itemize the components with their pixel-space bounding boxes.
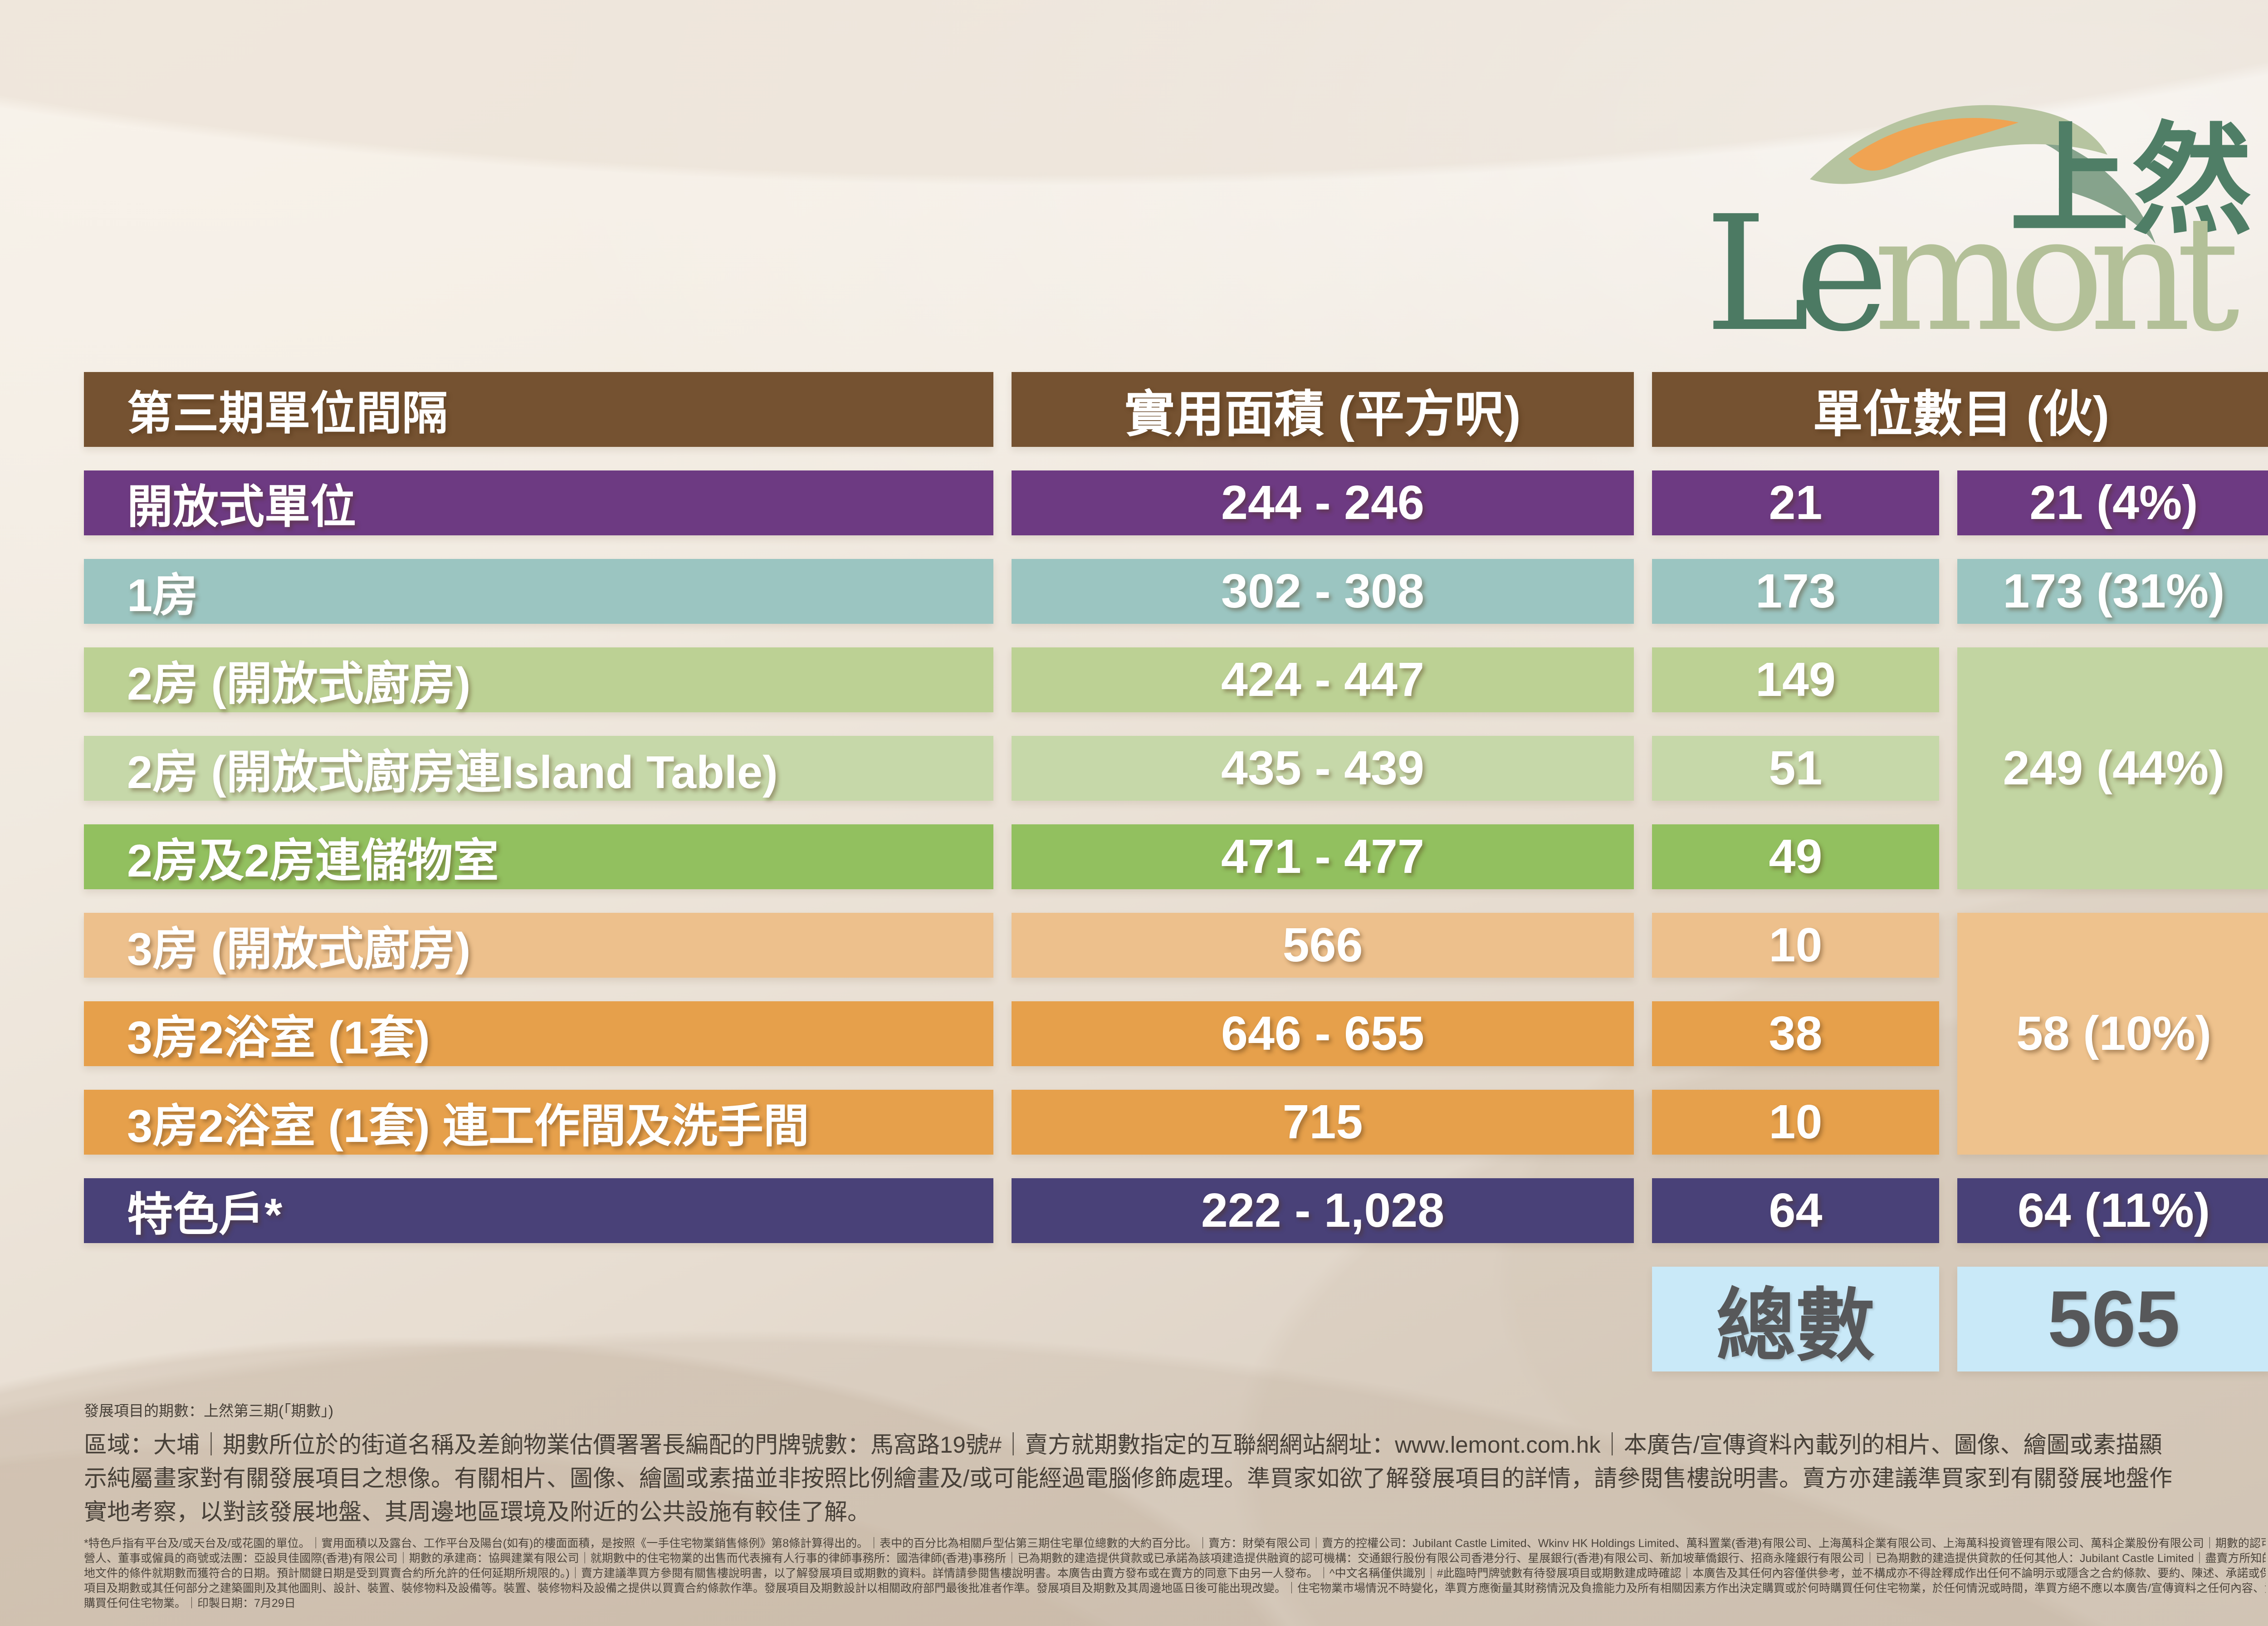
footer-disclaimer-block: 發展項目的期數：上然第三期(「期數」) 區域：大埔｜期數所位於的街道名稱及差餉物… [84,1401,2266,1611]
lemont-logo: 上然 Lemont [1701,64,2263,349]
pct-cell: 21 (4%) [1957,470,2268,535]
disclaimer-line: 示純屬畫家對有關發展項目之想像。有關相片、圖像、繪圖或素描並非按照比例繪畫及/或… [84,1465,2173,1491]
count-cell: 38 [1652,1001,1939,1066]
fine-print-line: *特色戶指有平台及/或天台及/或花園的單位。｜實用面積以及露台、工作平台及陽台(… [84,1537,2266,1550]
area-cell: 424 - 447 [1012,647,1634,712]
total-value-cell: 565 [1957,1267,2268,1371]
row-label-cell: 開放式單位 [84,470,993,535]
lemont-logo-graphic: 上然 Lemont [1705,105,2252,349]
header-saleable-area: 實用面積 (平方呎) [1012,372,1634,447]
area-cell: 302 - 308 [1012,559,1634,624]
row-label-cell: 1房 [84,559,993,624]
count-cell: 51 [1652,736,1939,801]
disclaimer-line: 區域：大埔｜期數所位於的街道名稱及差餉物業估價署署長編配的門牌號數：馬窩路19號… [84,1432,2162,1458]
area-cell: 222 - 1,028 [1012,1178,1634,1243]
swoosh-orange-ribbon [1848,118,2019,171]
area-cell: 471 - 477 [1012,824,1634,889]
row-label-cell: 2房及2房連儲物室 [84,824,993,889]
fine-print-line: 項目及期數或其任何部分之建築圖則及其他圖則、設計、裝置、裝修物料及設備等。裝置、… [84,1582,2266,1595]
fine-print-line: 購買任何住宅物業。｜印製日期：7月29日 [84,1597,296,1610]
row-label-cell: 3房 (開放式廚房) [84,913,993,978]
phase-note: 發展項目的期數：上然第三期(「期數」) [84,1402,333,1419]
count-cell: 149 [1652,647,1939,712]
logo-swoosh [1810,105,2156,244]
area-cell: 566 [1012,913,1634,978]
area-cell: 435 - 439 [1012,736,1634,801]
header-unit-type: 第三期單位間隔 [84,372,993,447]
count-cell: 10 [1652,913,1939,978]
fine-print-line: 營人、董事或僱員的商號或法團：亞設貝佳國際(香港)有限公司｜期數的承建商：協興建… [84,1552,2266,1565]
row-label-cell: 3房2浴室 (1套) 連工作間及洗手間 [84,1090,993,1155]
count-cell: 10 [1652,1090,1939,1155]
area-cell: 715 [1012,1090,1634,1155]
swoosh-tail-ribbon [2000,129,2156,244]
count-cell: 64 [1652,1178,1939,1243]
count-cell: 21 [1652,470,1939,535]
row-label-cell: 3房2浴室 (1套) [84,1001,993,1066]
pct-cell: 64 (11%) [1957,1178,2268,1243]
merged-pct-cell-2bed: 249 (44%) [1957,647,2268,889]
merged-pct-cell-3bed: 58 (10%) [1957,913,2268,1155]
area-cell: 646 - 655 [1012,1001,1634,1066]
unit-mix-table: 第三期單位間隔 實用面積 (平方呎) 單位數目 (伙) 開放式單位 244 - … [84,372,2268,1371]
row-label-cell: 2房 (開放式廚房) [84,647,993,712]
total-label-cell: 總數 [1652,1267,1939,1371]
fine-print-line: 地文件的條件就期數而獲符合的日期。預計關鍵日期是受到買賣合約所允許的任何延期所規… [84,1567,2266,1580]
disclaimer-line: 實地考察，以對該發展地盤、其周邊地區環境及附近的公共設施有較佳了解。 [84,1499,871,1525]
fine-print-block: *特色戶指有平台及/或天台及/或花園的單位。｜實用面積以及露台、工作平台及陽台(… [84,1536,2266,1611]
pct-cell: 173 (31%) [1957,559,2268,624]
area-cell: 244 - 246 [1012,470,1634,535]
row-label-cell: 特色戶* [84,1178,993,1243]
logo-latin-text: Lemont [1705,181,2241,349]
count-cell: 173 [1652,559,1939,624]
row-label-cell: 2房 (開放式廚房連Island Table) [84,736,993,801]
logo-mont: mont [1873,181,2240,349]
logo-le: Le [1705,181,1889,349]
count-cell: 49 [1652,824,1939,889]
header-unit-count: 單位數目 (伙) [1652,372,2268,447]
